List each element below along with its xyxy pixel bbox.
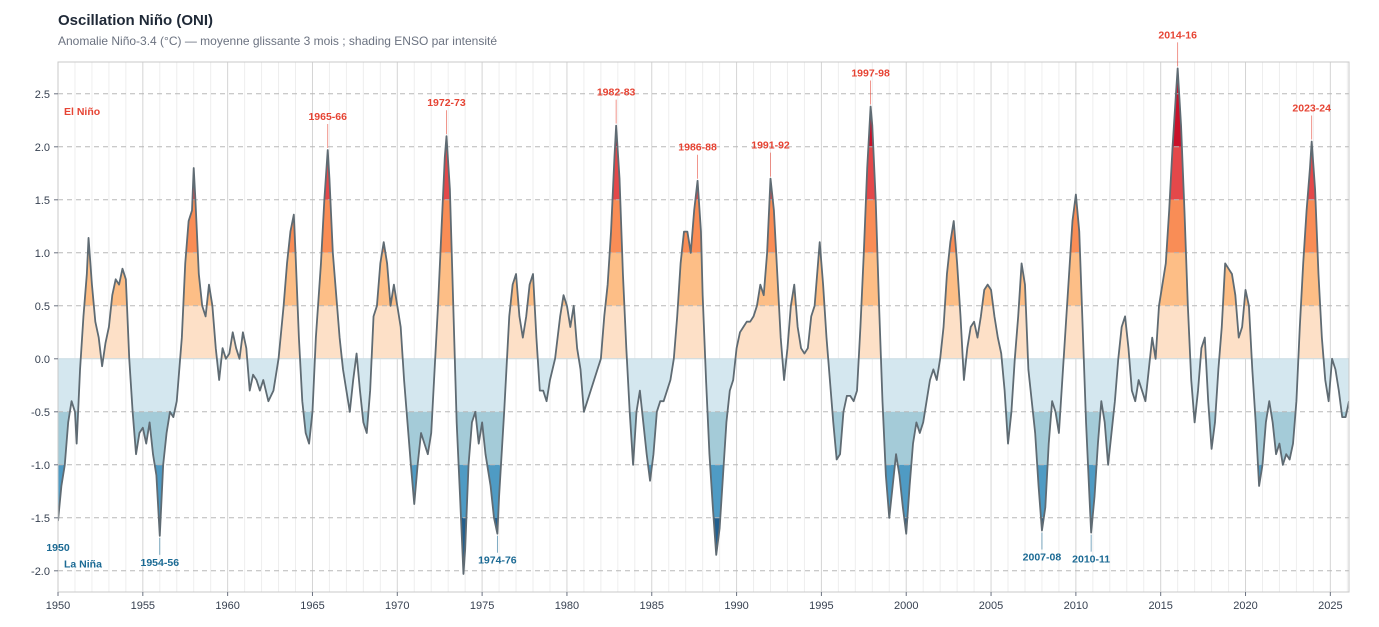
annotation-label: 1991-92	[751, 140, 790, 152]
annotation-label: 2010-11	[1072, 554, 1110, 566]
annotation-label: 1954-56	[141, 557, 180, 569]
y-axis-ticks: -2.0 -1.5 -1.0 -0.5 0.0 0.5 1.0 1.5 2.0 2.5	[31, 89, 58, 578]
x-tick-label: 1965	[300, 600, 324, 612]
x-tick-label: 1985	[640, 600, 664, 612]
x-tick-label: 2000	[894, 600, 918, 612]
x-tick-label: 2005	[979, 600, 1003, 612]
x-axis-ticks: 1950 1955 1960 1965 1970 1975 1980 1985 1990 1995…	[46, 592, 1343, 612]
plot-frame	[57, 61, 1350, 593]
annotation-label: 1986-88	[678, 142, 717, 154]
enso-band	[58, 358, 1349, 412]
annotation-label: 1974-76	[478, 555, 517, 567]
annotation-2023-24: 2023-24	[1292, 103, 1331, 140]
annotation-1965-66: 1965-66	[308, 111, 347, 148]
y-tick-label: -1.5	[31, 513, 50, 525]
x-tick-label: 1990	[724, 600, 748, 612]
x-tick-label: 2010	[1064, 600, 1088, 612]
annotation-1986-88: 1986-88	[678, 142, 717, 179]
annotation-1997-98: 1997-98	[851, 68, 890, 105]
annotation-1950: 1950	[46, 542, 70, 554]
annotation-label: 2007-08	[1023, 552, 1062, 564]
annotation-1991-92: 1991-92	[751, 140, 790, 177]
y-tick-label: 2.5	[35, 89, 50, 101]
la-nina-label: La Niña	[64, 559, 102, 571]
x-tick-label: 2020	[1233, 600, 1257, 612]
annotation-label: 2023-24	[1292, 103, 1331, 115]
annotation-label: 1997-98	[851, 68, 890, 80]
y-tick-label: 1.0	[35, 248, 50, 260]
horizontal-gridlines	[58, 93, 1349, 572]
x-tick-label: 1970	[385, 600, 409, 612]
x-tick-label: 1975	[470, 600, 494, 612]
annotation-2007-08: 2007-08	[1023, 532, 1062, 564]
x-tick-label: 1980	[555, 600, 579, 612]
annotation-1954-56: 1954-56	[141, 537, 180, 569]
oni-series-line	[58, 67, 1349, 575]
el-nino-label: El Niño	[64, 106, 100, 118]
y-tick-label: 0.0	[35, 354, 50, 366]
chart-subtitle: Anomalie Niño-3.4 (°C) — moyenne glissan…	[58, 34, 498, 48]
annotation-label: 1965-66	[308, 111, 347, 123]
y-tick-label: -1.0	[31, 460, 50, 472]
x-tick-label: 2025	[1318, 600, 1342, 612]
x-tick-label: 2015	[1148, 600, 1172, 612]
x-tick-label: 1950	[46, 600, 70, 612]
annotation-label: 1982-83	[597, 87, 636, 99]
annotation-label: 1950	[46, 542, 70, 554]
annotation-2014-16: 2014-16	[1158, 29, 1197, 67]
annotation-label: 1972-73	[427, 97, 466, 109]
x-tick-label: 1955	[131, 600, 155, 612]
y-tick-label: -0.5	[31, 407, 50, 419]
plot-border	[57, 61, 1350, 593]
oni-line	[58, 67, 1349, 575]
y-tick-label: 0.5	[35, 301, 50, 313]
annotation-1982-83: 1982-83	[597, 87, 636, 124]
chart-title: Oscillation Niño (ONI)	[58, 12, 214, 29]
enso-band	[58, 411, 1347, 465]
annotation-1974-76: 1974-76	[478, 535, 517, 567]
x-tick-label: 1995	[809, 600, 833, 612]
y-tick-label: 2.0	[35, 142, 50, 154]
x-tick-label: 1960	[215, 600, 239, 612]
event-annotations: 1950 1954-56 1965-66 1972-73 1974-76 1982-83 1…	[46, 29, 1331, 568]
annotation-2010-11: 2010-11	[1072, 534, 1110, 566]
annotation-label: 2014-16	[1158, 29, 1197, 41]
y-tick-label: 1.5	[35, 195, 50, 207]
y-tick-label: -2.0	[31, 566, 50, 578]
annotation-1972-73: 1972-73	[427, 97, 466, 135]
